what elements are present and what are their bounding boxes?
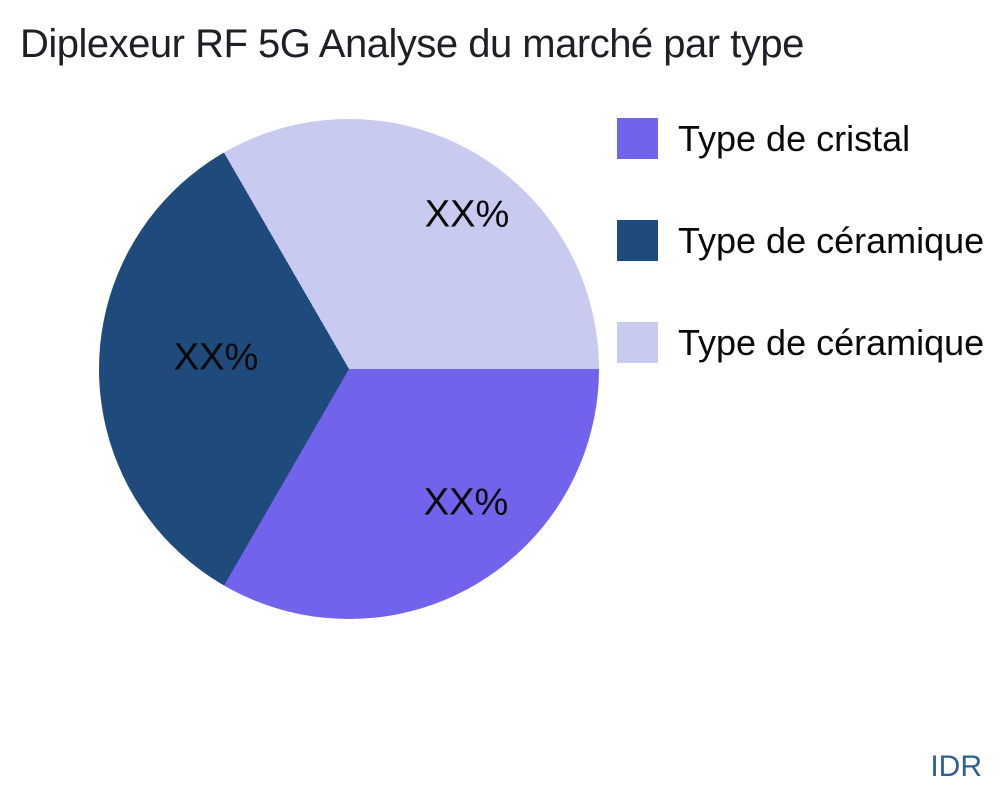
pie-slice-label-cristal: XX% <box>423 481 509 524</box>
legend-item-ceramique-dark: Type de céramique <box>617 220 984 261</box>
legend-swatch-ceramique-dark-icon <box>617 220 658 261</box>
chart-title: Diplexeur RF 5G Analyse du marché par ty… <box>20 22 804 66</box>
legend-item-cristal: Type de cristal <box>617 118 984 159</box>
legend-item-ceramique-light: Type de céramique <box>617 322 984 363</box>
pie-slice-label-ceramique-light: XX% <box>424 193 510 236</box>
watermark-idr: IDR <box>930 750 982 783</box>
pie-slice-label-ceramique-dark: XX% <box>173 336 259 379</box>
legend: Type de cristal Type de céramique Type d… <box>617 118 984 363</box>
legend-swatch-ceramique-light-icon <box>617 322 658 363</box>
legend-label-cristal: Type de cristal <box>678 117 911 159</box>
pie-chart <box>99 119 599 619</box>
legend-label-ceramique-dark: Type de céramique <box>678 219 985 261</box>
legend-swatch-cristal-icon <box>617 118 658 159</box>
legend-label-ceramique-light: Type de céramique <box>678 321 985 363</box>
